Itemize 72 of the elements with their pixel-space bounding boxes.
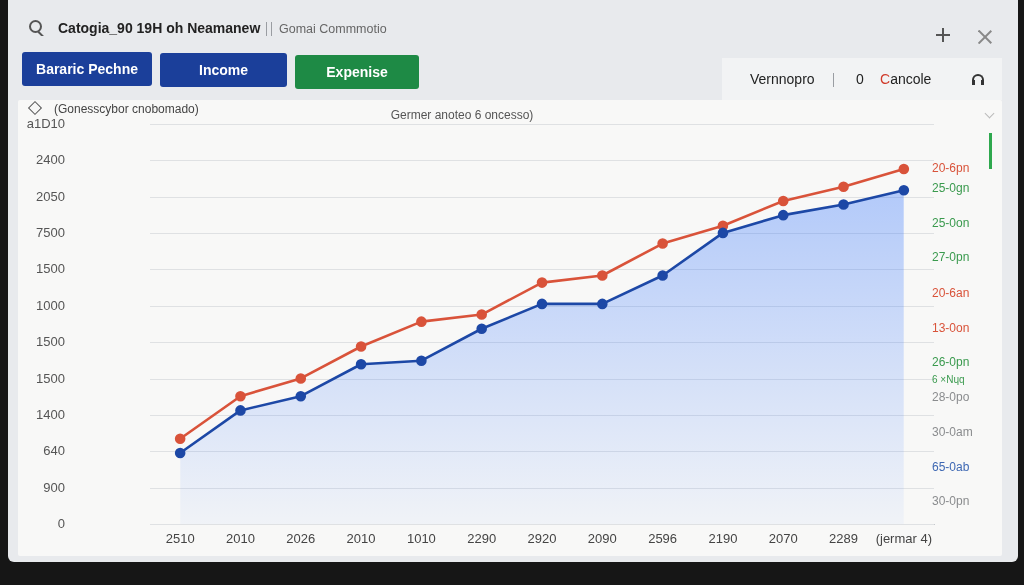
chart-title: Catogia_90 19H oh Neamanew bbox=[58, 20, 261, 36]
x-tick-label: 2070 bbox=[768, 531, 798, 547]
x-tick-label: 2596 bbox=[648, 531, 678, 547]
x-tick-label: 2920 bbox=[527, 531, 557, 547]
text: Income bbox=[198, 61, 249, 80]
point bbox=[777, 195, 789, 207]
annotation: 25-0gn bbox=[932, 181, 970, 195]
point bbox=[235, 405, 246, 416]
point bbox=[777, 209, 789, 221]
point bbox=[536, 277, 548, 288]
x-tick-label: 2010 bbox=[226, 531, 255, 547]
annotation: 27-0pn bbox=[932, 250, 970, 264]
text: Cancole bbox=[880, 71, 932, 87]
point bbox=[476, 309, 487, 320]
point bbox=[657, 238, 668, 249]
point bbox=[174, 433, 186, 445]
text: a1D10 bbox=[26, 116, 65, 132]
annotation: 20-6pn bbox=[932, 161, 970, 175]
point bbox=[416, 316, 427, 327]
point bbox=[597, 298, 608, 310]
x-tick-label: (jermar 4) bbox=[875, 531, 933, 547]
annotation: 26-0pn bbox=[932, 355, 970, 369]
annotation: 13-0on bbox=[932, 321, 970, 335]
annotation: 6 ×Nɥq bbox=[932, 374, 965, 385]
text: 2050 bbox=[36, 188, 65, 205]
x-tick-label: 2289 bbox=[829, 531, 858, 547]
point bbox=[838, 199, 849, 210]
annotation: 20-6an bbox=[932, 286, 970, 300]
point bbox=[898, 185, 910, 196]
text: 1500 bbox=[36, 334, 65, 351]
point bbox=[295, 390, 307, 402]
point bbox=[355, 358, 367, 370]
text: 1400 bbox=[36, 406, 65, 423]
text: 900 bbox=[43, 479, 65, 496]
point bbox=[235, 390, 246, 402]
point bbox=[536, 298, 548, 310]
annotation: 25-0on bbox=[932, 216, 970, 230]
x-tick-label: 1010 bbox=[406, 531, 436, 547]
point bbox=[295, 373, 307, 384]
annotation: 30-0pn bbox=[932, 494, 970, 508]
x-tick-label: 2010 bbox=[346, 531, 376, 547]
text: 7500 bbox=[36, 225, 65, 242]
text: 0 bbox=[57, 516, 65, 532]
point bbox=[657, 270, 668, 281]
x-tick-label: 2290 bbox=[467, 531, 497, 547]
y-axis-title: (Gonesscybor cnobomado) bbox=[54, 102, 199, 116]
annotation: 30-0am bbox=[932, 425, 973, 439]
point bbox=[838, 181, 849, 193]
text: 1500 bbox=[36, 261, 65, 278]
point bbox=[355, 341, 367, 352]
x-tick-label: 2026 bbox=[286, 531, 316, 547]
chart-subtitle: Gomai Commmotio bbox=[279, 22, 387, 36]
text: Expenise bbox=[326, 63, 388, 82]
text: Vernnopro bbox=[750, 71, 815, 87]
point bbox=[416, 355, 427, 366]
x-tick-label: 2510 bbox=[165, 531, 195, 547]
text: 1500 bbox=[36, 370, 65, 387]
text: 1000 bbox=[36, 297, 65, 314]
text: Bararic Pechne bbox=[36, 60, 138, 79]
point bbox=[174, 447, 186, 459]
text: 2400 bbox=[36, 152, 65, 169]
text: 0 bbox=[856, 71, 864, 87]
annotation: 65-0ab bbox=[932, 460, 970, 474]
point bbox=[476, 323, 487, 335]
annotation: 28-0po bbox=[932, 390, 970, 404]
text: 640 bbox=[43, 443, 65, 460]
point bbox=[898, 163, 910, 175]
point bbox=[597, 270, 608, 281]
x-tick-label: 2190 bbox=[708, 531, 738, 547]
x-tick-label: 2090 bbox=[587, 531, 617, 547]
text: Germer anoteo 6 oncesso) bbox=[390, 108, 534, 122]
point bbox=[717, 227, 729, 239]
